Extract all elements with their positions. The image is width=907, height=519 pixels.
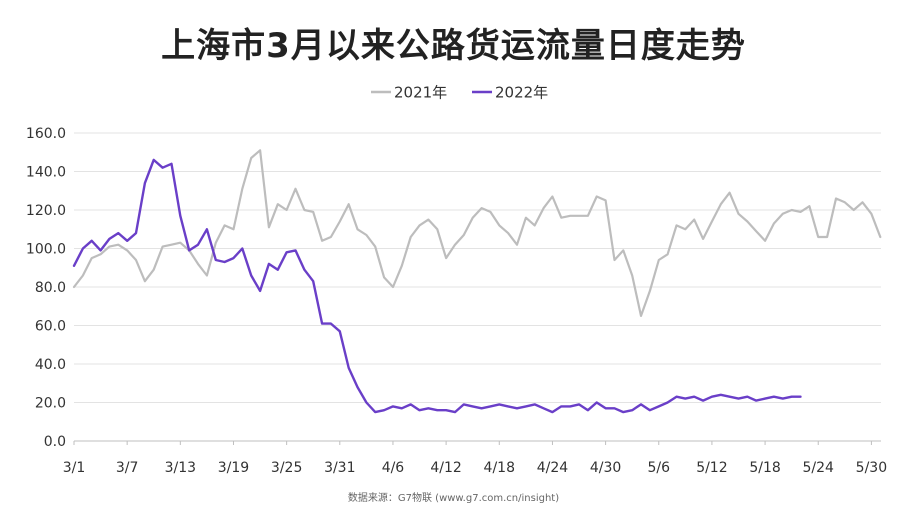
x-tick-label: 5/12: [696, 460, 727, 476]
series-line-2021: [72, 149, 882, 317]
legend: 2021年 2022年: [371, 84, 548, 102]
x-tick-label: 5/30: [856, 460, 887, 476]
x-tick-label: 3/19: [218, 460, 249, 476]
x-tick-label: 3/13: [165, 460, 196, 476]
gridlines: [74, 132, 881, 442]
y-tick-label: 60.0: [35, 319, 66, 335]
y-tick-label: 20.0: [35, 396, 66, 412]
x-tick-label: 3/7: [116, 460, 139, 476]
x-tick-label: 3/25: [271, 460, 302, 476]
y-axis-ticks: 0.0 20.0 40.0 60.0 80.0 100.0 120.0 140.0 160.0: [26, 126, 66, 450]
y-tick-label: 100.0: [26, 242, 66, 258]
x-tick-label: 4/12: [430, 460, 461, 476]
y-tick-label: 80.0: [35, 280, 66, 296]
series-lines: [72, 149, 882, 414]
x-tick-label: 4/18: [484, 460, 515, 476]
x-tick-label: 4/30: [590, 460, 621, 476]
y-tick-label: 40.0: [35, 357, 66, 373]
x-tick-label: 5/24: [803, 460, 835, 476]
chart-title: 上海市3月以来公路货运流量日度走势: [161, 26, 746, 66]
x-tick-label: 3/1: [63, 460, 86, 476]
y-tick-label: 120.0: [26, 203, 66, 219]
y-tick-label: 140.0: [26, 165, 66, 181]
y-tick-label: 160.0: [26, 126, 66, 142]
x-tick-label: 4/24: [537, 460, 569, 476]
source-note: 数据来源：G7物联 (www.g7.com.cn/insight): [347, 493, 560, 504]
legend-label: 2021年: [394, 84, 447, 102]
x-tick-label: 5/6: [647, 460, 670, 476]
x-axis-ticks: 3/1 3/7 3/13 3/19 3/25 3/31 4/6 4/12 4/18 4/24 4/3…: [63, 441, 887, 476]
y-tick-label: 0.0: [44, 434, 66, 450]
x-tick-label: 5/18: [749, 460, 780, 476]
series-line-2022: [72, 158, 802, 414]
x-tick-label: 3/31: [324, 460, 355, 476]
x-tick-label: 4/6: [382, 460, 405, 476]
legend-label: 2022年: [495, 84, 548, 102]
